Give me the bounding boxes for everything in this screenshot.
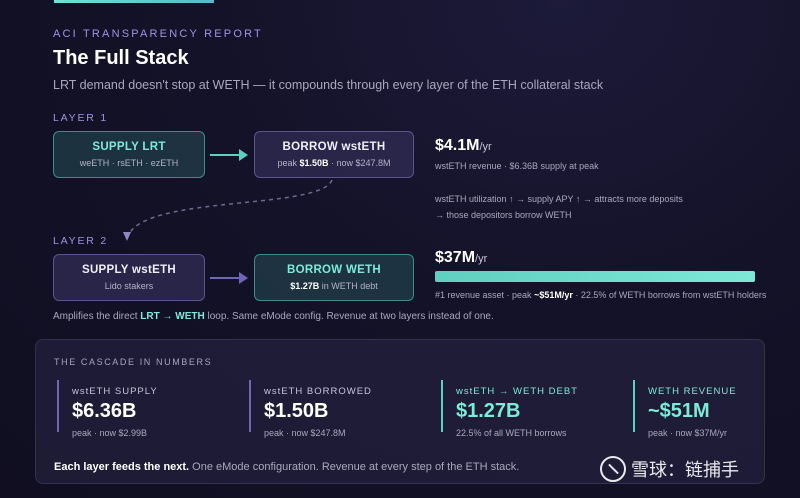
supply-lrt-title: SUPPLY LRT [92, 141, 166, 153]
page-title: The Full Stack [53, 47, 189, 69]
stat-sub: peak · now $37M/yr [648, 428, 728, 438]
layer-1-explain-line-2: → those depositors borrow WETH [435, 210, 572, 220]
supply-lrt-sub: weETH · rsETH · ezETH [79, 158, 179, 168]
arrow-right-icon [210, 149, 248, 161]
stat-value: $1.50B [264, 400, 329, 422]
layer-1-revenue-note: wstETH revenue · $6.36B supply at peak [435, 161, 599, 171]
stat-wsteth-supply: wstETH SUPPLY $6.36B peak · now $2.99B [57, 380, 158, 438]
stat-value: $1.27B [456, 400, 521, 422]
stat-value: ~$51M [648, 400, 710, 422]
stat-sub: peak · now $247.8M [264, 428, 346, 438]
page-subtitle: LRT demand doesn't stop at WETH — it com… [53, 78, 604, 92]
layer-2-label: LAYER 2 [53, 235, 109, 247]
watermark-text: 雪球：链捕手 [631, 460, 739, 481]
report-kicker: ACI TRANSPARENCY REPORT [53, 28, 263, 40]
cascade-footer: Each layer feeds the next. One eMode con… [54, 461, 520, 473]
stat-label: wstETH SUPPLY [72, 386, 158, 397]
stat-label: wstETH → WETH DEBT [456, 386, 578, 397]
stat-sub: 22.5% of all WETH borrows [456, 428, 567, 438]
amplifies-note: Amplifies the direct LRT → WETH loop. Sa… [53, 311, 494, 322]
borrow-weth-box: BORROW WETH $1.27B in WETH debt [254, 254, 414, 301]
layer-2-revenue-bar [435, 271, 755, 282]
stat-wsteth-borrowed: wstETH BORROWED $1.50B peak · now $247.8… [249, 380, 372, 438]
layer-1-label: LAYER 1 [53, 112, 109, 124]
supply-lrt-box: SUPPLY LRT weETH · rsETH · ezETH [53, 131, 205, 178]
layer-2-revenue: $37M/yr [435, 249, 488, 266]
supply-wsteth-box: SUPPLY wstETH Lido stakers [53, 254, 205, 301]
arrow-right-icon [210, 272, 248, 284]
watermark: 雪球：链捕手 [600, 456, 739, 482]
cascade-title: THE CASCADE IN NUMBERS [54, 357, 213, 367]
borrow-weth-title: BORROW WETH [286, 264, 381, 276]
borrow-wsteth-sub: peak $1.50B · now $247.8M [277, 158, 391, 168]
stat-weth-revenue: WETH REVENUE ~$51M peak · now $37M/yr [633, 380, 737, 438]
stat-weth-debt: wstETH → WETH DEBT $1.27B 22.5% of all W… [441, 380, 578, 438]
borrow-wsteth-box: BORROW wstETH peak $1.50B · now $247.8M [254, 131, 414, 178]
stat-sub: peak · now $2.99B [72, 428, 148, 438]
borrow-wsteth-title: BORROW wstETH [282, 141, 386, 153]
layer-2-revenue-note: #1 revenue asset · peak ~$51M/yr · 22.5%… [435, 290, 767, 300]
stat-label: WETH REVENUE [648, 386, 737, 397]
snowball-logo-icon [600, 456, 626, 482]
layer-1-explain-line-1: wstETH utilization ↑ → supply APY ↑ → at… [435, 194, 683, 204]
supply-wsteth-title: SUPPLY wstETH [81, 264, 176, 276]
layer-1-revenue: $4.1M/yr [435, 137, 492, 154]
top-accent-bar [54, 0, 214, 3]
supply-wsteth-sub: Lido stakers [104, 281, 154, 291]
cascade-panel: THE CASCADE IN NUMBERS wstETH SUPPLY $6.… [35, 339, 765, 484]
borrow-weth-sub: $1.27B in WETH debt [290, 281, 378, 291]
stat-label: wstETH BORROWED [264, 386, 372, 397]
stat-value: $6.36B [72, 400, 137, 422]
